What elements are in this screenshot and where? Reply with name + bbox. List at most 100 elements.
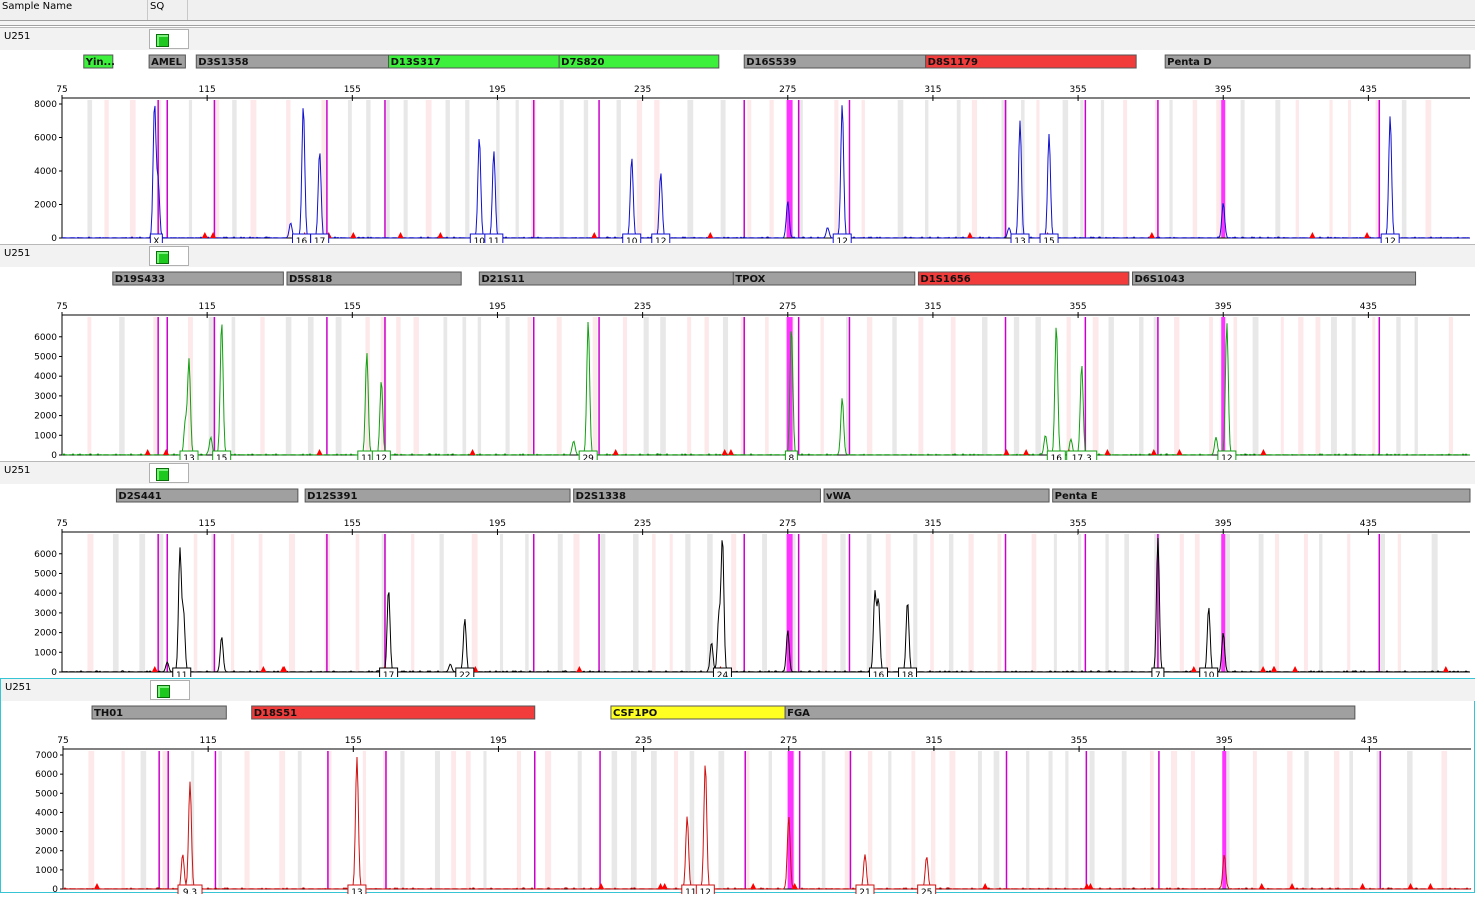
sizing-quality-cell[interactable] <box>150 680 190 700</box>
marker-bar[interactable] <box>91 705 227 720</box>
marker-bar[interactable] <box>558 54 720 69</box>
marker-name: D5S818 <box>289 274 332 285</box>
trace-red <box>63 756 1472 890</box>
marker-bar[interactable] <box>1052 488 1471 503</box>
electropherogram-green[interactable]: D19S433 D5S818 D21S11 TPOX D1S1656 D6S1043 75 1… <box>0 267 1475 460</box>
marker-bar[interactable] <box>1132 271 1417 286</box>
size-tick-label: 115 <box>199 85 216 95</box>
allele-call[interactable]: 12 <box>832 233 852 243</box>
sample-name-column-header[interactable]: Sample Name <box>0 0 148 20</box>
electropherogram-red[interactable]: TH01 D18S51 CSF1PO FGA 75 115 155 195 235 275 315 3… <box>1 701 1475 894</box>
rfu-tick-label: 0 <box>51 234 57 243</box>
allele-call[interactable]: 16 <box>292 233 312 243</box>
allele-call[interactable]: 10 <box>622 233 642 243</box>
allele-call[interactable]: 24 <box>712 667 732 677</box>
allele-call[interactable]: 12 <box>651 233 671 243</box>
off-ladder-flag-icon <box>1150 449 1157 455</box>
electropherogram-blue[interactable]: Yin... AMEL D3S1358 D13S317 D7S820 D16S539 D8S… <box>0 50 1475 243</box>
allele-call[interactable]: 16 <box>1046 450 1066 460</box>
marker-bar[interactable] <box>304 488 571 503</box>
sizing-quality-pass-icon <box>156 34 169 47</box>
off-ladder-flag-icon <box>1442 666 1449 672</box>
allele-call[interactable]: 13 <box>179 450 199 460</box>
allele-call[interactable]: 25 <box>917 884 937 894</box>
size-tick-label: 75 <box>56 519 67 529</box>
allele-call[interactable]: 13 <box>347 884 367 894</box>
off-ladder-flag-icon <box>721 449 728 455</box>
offscale-band <box>787 751 794 889</box>
marker-bar[interactable] <box>83 54 114 69</box>
rfu-tick-label: 8000 <box>34 100 57 110</box>
off-ladder-flag-icon <box>1260 449 1267 455</box>
size-tick-label: 275 <box>779 85 796 95</box>
allele-call-box <box>855 884 875 894</box>
allele-call-box <box>1380 233 1400 243</box>
sample-name: U251 <box>5 682 32 693</box>
allele-call[interactable]: 16 <box>868 667 888 677</box>
rfu-tick-label: 3000 <box>34 392 57 402</box>
allele-call[interactable]: 10 <box>1199 667 1219 677</box>
sizing-quality-cell[interactable] <box>149 246 189 266</box>
column-header-bar: Sample Name SQ <box>0 0 1475 21</box>
allele-call[interactable]: 17 <box>310 233 330 243</box>
allele-call-box <box>484 233 504 243</box>
marker-bar[interactable] <box>1164 54 1471 69</box>
allele-call[interactable]: 11 <box>172 667 192 677</box>
allele-call[interactable]: 17 <box>379 667 399 677</box>
marker-bar[interactable] <box>925 54 1137 69</box>
allele-call-label: 12 <box>1384 237 1395 243</box>
electropherogram-black[interactable]: D2S441 D12S391 D2S1338 vWA Penta E 75 115 155 19… <box>0 484 1475 677</box>
marker-bar[interactable] <box>148 54 186 69</box>
allele-call[interactable]: 9.3 <box>177 884 203 894</box>
allele-call-label: 11 <box>488 237 499 243</box>
allele-call[interactable]: 15 <box>212 450 232 460</box>
allele-call[interactable]: 13 <box>1010 233 1030 243</box>
allele-call[interactable]: X <box>149 233 163 243</box>
allele-call[interactable]: 29 <box>578 450 598 460</box>
marker-bar[interactable] <box>115 488 299 503</box>
off-ladder-flag-icon <box>1023 449 1030 455</box>
marker-bar[interactable] <box>823 488 1050 503</box>
allele-call-label: 11 <box>685 888 696 894</box>
allele-call-box <box>784 450 798 460</box>
allele-call[interactable]: 15 <box>1039 233 1059 243</box>
sizing-quality-cell[interactable] <box>149 29 189 49</box>
dye-panel-red[interactable]: U251 TH01 D18S51 CSF1PO FGA 75 115 155 195 235 275… <box>0 678 1475 894</box>
rfu-tick-label: 6000 <box>34 550 57 560</box>
sizing-quality-cell[interactable] <box>149 463 189 483</box>
marker-bar[interactable] <box>732 271 916 286</box>
allele-call-box <box>455 667 475 677</box>
marker-bar[interactable] <box>573 488 821 503</box>
allele-call[interactable]: 12 <box>1380 233 1400 243</box>
allele-call[interactable]: 12 <box>1217 450 1237 460</box>
allele-call-label: 12 <box>700 888 711 894</box>
dye-panel-blue[interactable]: U251 Yin... AMEL D3S1358 D13S317 D7S820 D16S53… <box>0 27 1475 243</box>
sq-column-header[interactable]: SQ <box>148 0 188 20</box>
dye-panel-black[interactable]: U251 D2S441 D12S391 D2S1338 vWA Penta E 75 115 1… <box>0 461 1475 677</box>
marker-bar[interactable] <box>784 705 1356 720</box>
allele-call-box <box>379 667 399 677</box>
size-tick-label: 395 <box>1215 302 1232 312</box>
allele-call[interactable]: 7 <box>1151 667 1165 677</box>
allele-call[interactable]: 18 <box>898 667 918 677</box>
marker-name: D2S441 <box>118 491 161 502</box>
marker-bar[interactable] <box>917 271 1130 286</box>
allele-call-label: 18 <box>902 671 914 677</box>
allele-call[interactable]: 12 <box>371 450 391 460</box>
allele-call[interactable]: 17.3 <box>1066 450 1098 460</box>
off-ladder-flag-icon <box>750 883 757 889</box>
marker-bar[interactable] <box>112 271 284 286</box>
allele-call-label: 8 <box>789 454 795 460</box>
marker-bar[interactable] <box>286 271 462 286</box>
allele-call-label: 12 <box>1221 454 1232 460</box>
allele-call[interactable]: 11 <box>484 233 504 243</box>
off-ladder-flag-icon <box>350 232 357 238</box>
allele-call[interactable]: 21 <box>855 884 875 894</box>
allele-call[interactable]: 12 <box>695 884 715 894</box>
size-tick-label: 235 <box>635 736 652 746</box>
allele-call-label: 11 <box>176 671 187 677</box>
allele-call[interactable]: 22 <box>455 667 475 677</box>
dye-panel-green[interactable]: U251 D19S433 D5S818 D21S11 TPOX D1S1656 D6S104… <box>0 244 1475 460</box>
marker-bar[interactable] <box>251 705 536 720</box>
allele-call[interactable]: 8 <box>784 450 798 460</box>
